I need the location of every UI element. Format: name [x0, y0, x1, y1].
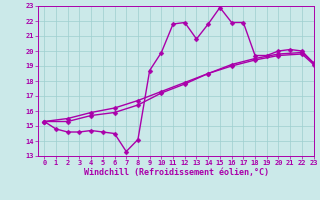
X-axis label: Windchill (Refroidissement éolien,°C): Windchill (Refroidissement éolien,°C)	[84, 168, 268, 177]
